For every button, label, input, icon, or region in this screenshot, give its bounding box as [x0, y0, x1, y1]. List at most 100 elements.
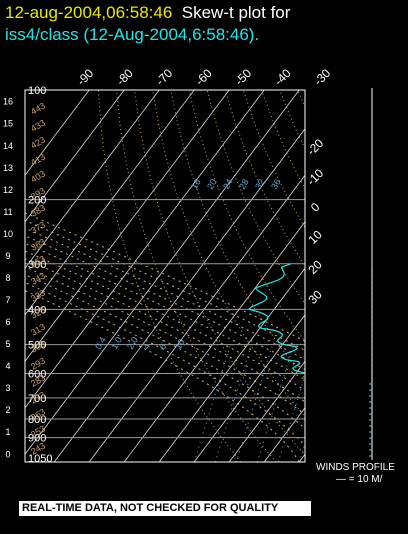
- isotherm-line: [25, 90, 90, 176]
- isotherm-line: [25, 90, 230, 362]
- theta-label: 363: [29, 237, 47, 253]
- pressure-tick-label: 200: [28, 195, 46, 207]
- altitude-tick-label: 9: [5, 251, 10, 261]
- winds-profile-scale: — = 10 M/: [336, 474, 383, 485]
- moist-adiabat-line: [25, 258, 305, 403]
- isotherm-line: [25, 90, 125, 223]
- mixing-ratio-line: [362, 345, 398, 462]
- dry-adiabat-line: [388, 90, 408, 462]
- altitude-tick-label: 7: [5, 295, 10, 305]
- isotherm-line: [25, 90, 300, 455]
- isotherm-line: [369, 90, 408, 462]
- pressure-tick-label: 500: [28, 340, 46, 352]
- altitude-tick-label: 5: [5, 339, 10, 349]
- timestamp: 12-aug-2004,06:58:46: [5, 3, 173, 22]
- pressure-tick-label: 300: [28, 259, 46, 271]
- quality-caption: REAL-TIME DATA, NOT CHECKED FOR QUALITY: [19, 501, 311, 516]
- theta-label: 433: [29, 118, 47, 134]
- isotherm-line: [158, 267, 305, 462]
- dry-adiabat-line: [206, 90, 305, 305]
- theta-label: 443: [29, 101, 47, 117]
- dry-adiabat-line: [352, 90, 408, 462]
- theta-label: 403: [29, 169, 47, 185]
- pressure-tick-label: 600: [28, 368, 46, 380]
- chart-title: 12-aug-2004,06:58:46 Skew-t plot for: [5, 3, 290, 23]
- temperature-tick-label: -70: [153, 66, 175, 88]
- theta-label: 343: [29, 271, 47, 287]
- mixing-ratio-line: [193, 344, 232, 462]
- dry-adiabat-line: [97, 90, 241, 462]
- temperature-profile-line: [330, 90, 408, 454]
- mixing-ratio-label: 6: [157, 342, 168, 351]
- mixing-ratio-label: 20: [205, 177, 219, 191]
- moist-adiabat-line: [25, 212, 305, 342]
- temperature-tick-label: -40: [272, 66, 294, 88]
- mixing-ratio-label: 2.0: [125, 335, 140, 351]
- temperature-tick-label: -50: [232, 66, 254, 88]
- moist-adiabat-line: [25, 242, 305, 381]
- isotherm-line: [25, 90, 160, 269]
- theta-label: 373: [29, 220, 47, 236]
- isotherm-line: [25, 90, 195, 316]
- pressure-tick-label: 100: [28, 85, 46, 97]
- chart-subtitle: iss4/class (12-Aug-2004,6:58:46).: [5, 25, 260, 44]
- mixing-ratio-line: [256, 344, 295, 462]
- theta-label: 333: [29, 288, 47, 304]
- mixing-ratio-line: [320, 345, 356, 462]
- isotherm-line: [193, 314, 305, 462]
- isotherm-line: [404, 90, 408, 462]
- moist-adiabat-line: [25, 227, 305, 361]
- altitude-tick-label: 6: [5, 317, 10, 327]
- pressure-tick-label: 900: [28, 433, 46, 445]
- pressure-tick-label: 800: [28, 414, 46, 426]
- temperature-tick-label: 10: [305, 227, 325, 247]
- isotherm-line: [123, 221, 305, 462]
- altitude-tick-label: 2: [5, 405, 10, 415]
- mixing-ratio-line: [404, 345, 408, 462]
- isotherm-line: [88, 174, 305, 462]
- mixing-ratio-label: 10: [173, 337, 187, 351]
- isotherm-line: [25, 90, 265, 409]
- isotherm-line: [263, 407, 305, 462]
- altitude-tick-label: 15: [3, 119, 13, 129]
- temperature-tick-label: 30: [305, 287, 325, 307]
- pressure-tick-label: 1050: [28, 453, 52, 465]
- isotherm-line: [228, 360, 305, 462]
- theta-label: 413: [29, 152, 47, 168]
- dry-adiabat-line: [334, 90, 408, 462]
- temperature-tick-label: 20: [305, 257, 325, 277]
- dry-adiabat-line: [134, 90, 305, 456]
- plot-area: [25, 90, 408, 462]
- dewpoint-profile-line: [247, 263, 305, 374]
- dry-adiabat-line: [170, 90, 305, 380]
- moist-adiabat-line: [25, 219, 305, 351]
- temperature-tick-label: -20: [304, 136, 326, 158]
- mixing-ratio-line: [235, 344, 274, 462]
- isotherm-line: [53, 128, 305, 462]
- altitude-tick-label: 14: [3, 141, 13, 151]
- temperature-tick-label: -10: [304, 166, 326, 188]
- temperature-tick-label: -80: [114, 66, 136, 88]
- altitude-tick-label: 3: [5, 383, 10, 393]
- mixing-ratio-label: 36: [269, 177, 283, 191]
- temperature-tick-label: -90: [74, 66, 96, 88]
- mixing-ratio-label: 1.0: [109, 335, 124, 351]
- altitude-tick-label: 10: [3, 229, 13, 239]
- theta-label: 423: [29, 135, 47, 151]
- temperature-tick-label: -60: [193, 66, 215, 88]
- mixing-ratio-label: 0.4: [93, 335, 108, 351]
- mixing-ratio-label: 28: [237, 177, 251, 191]
- plot-frame: [24, 89, 306, 463]
- altitude-tick-label: 12: [3, 185, 13, 195]
- mixing-ratio-line: [383, 345, 408, 462]
- moist-adiabat-line: [25, 274, 305, 430]
- moist-adiabat-line: [25, 250, 305, 391]
- altitude-tick-label: 4: [5, 361, 10, 371]
- moist-adiabat-line: [25, 235, 305, 371]
- altitude-tick-label: 11: [3, 207, 12, 217]
- altitude-tick-label: 8: [5, 273, 10, 283]
- mixing-ratio-label: 24: [221, 177, 235, 191]
- dry-adiabat-line: [224, 90, 305, 267]
- mixing-ratio-line: [277, 374, 305, 462]
